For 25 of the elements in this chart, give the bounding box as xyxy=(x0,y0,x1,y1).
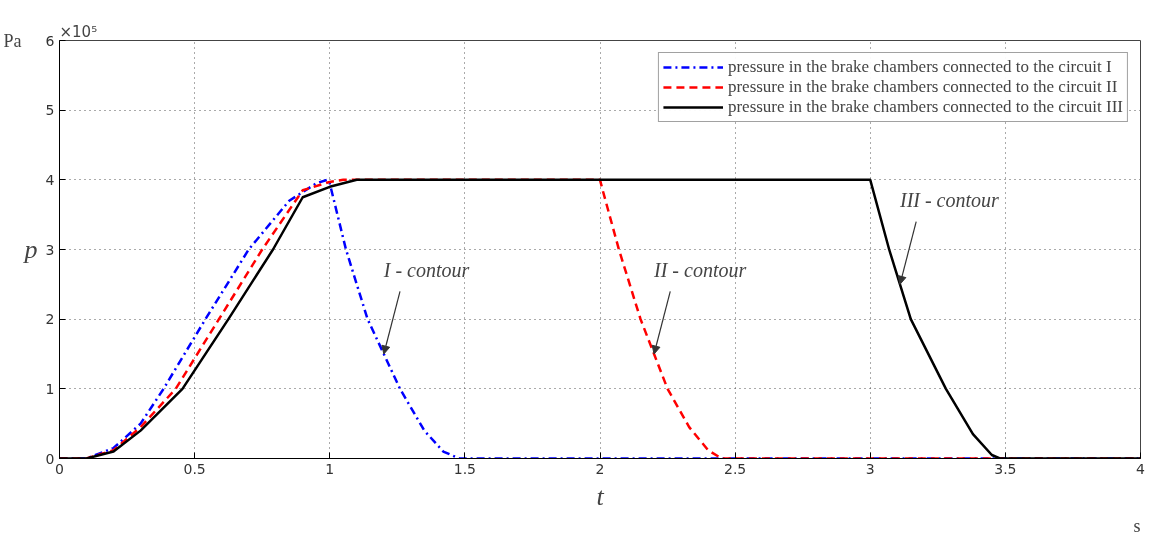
annotation: II - contour xyxy=(653,258,747,281)
y-axis-title: p xyxy=(22,235,38,264)
y-tick-label: 2 xyxy=(45,311,55,328)
x-tick-label: 0.5 xyxy=(183,460,206,477)
x-tick-label: 1.5 xyxy=(453,460,477,477)
legend-label: pressure in the brake chambers connected to the circuit I xyxy=(727,57,1112,77)
text: Pa xyxy=(3,30,22,51)
x-tick-label: 4 xyxy=(1136,460,1146,477)
annotation: I - contour xyxy=(382,258,470,281)
x-tick-label: 2 xyxy=(595,460,605,477)
y-tick-label: 4 xyxy=(45,171,55,188)
text: s xyxy=(1133,515,1141,536)
y-tick-label: 3 xyxy=(45,241,55,258)
annotation: III - contour xyxy=(898,189,1000,212)
text: ×10⁵ xyxy=(59,22,98,41)
y-tick-label: 6 xyxy=(45,32,55,49)
y-tick-label: 1 xyxy=(45,380,55,397)
legend-label: pressure in the brake chambers connected to the circuit III xyxy=(727,97,1123,117)
legend-label: pressure in the brake chambers connected to the circuit II xyxy=(727,77,1118,97)
y-tick-label: 5 xyxy=(45,102,55,119)
x-tick-label: 3 xyxy=(865,460,875,477)
x-tick-label: 2.5 xyxy=(723,460,747,477)
x-tick-label: 1 xyxy=(325,460,335,477)
x-tick-label: 3.5 xyxy=(994,460,1017,477)
x-axis-title: t xyxy=(596,481,605,511)
